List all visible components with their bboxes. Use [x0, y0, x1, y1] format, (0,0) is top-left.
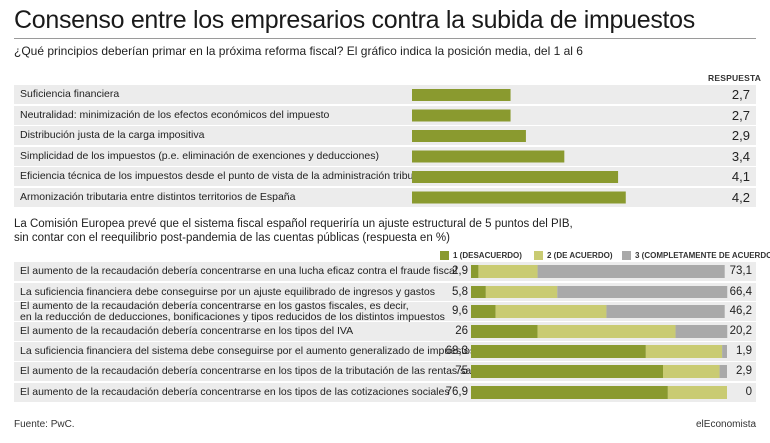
legend-label: 2 (DE ACUERDO) — [547, 251, 613, 260]
principle-label: Simplicidad de los impuestos (p.e. elimi… — [20, 149, 379, 162]
principle-value-label: 2,7 — [731, 107, 750, 123]
segment-value-label: 26 — [455, 325, 468, 337]
legend-swatch — [622, 251, 631, 260]
principle-label: Distribución justa de la carga impositiv… — [20, 129, 205, 141]
chart-title: Consenso entre los empresarios contra la… — [14, 6, 695, 34]
segment-value-label: 20,2 — [729, 325, 752, 337]
segment-value-label: 68,3 — [445, 345, 468, 357]
principle-value-label: 2,9 — [731, 128, 750, 143]
source-note: Fuente: PwC. — [14, 419, 75, 430]
segment-value-label: 73,1 — [729, 265, 752, 277]
legend-item: 1 (DESACUERDO) — [440, 251, 522, 260]
segment-value-label: 1,9 — [736, 345, 752, 357]
segment-value-label: 27,9 — [530, 286, 554, 298]
principle-row-background — [14, 85, 756, 104]
legend-item: 3 (COMPLETAMENTE DE ACUERDO) — [622, 251, 770, 260]
segment-value-label: 9,6 — [452, 305, 468, 317]
segment-value-label: 22,1 — [693, 365, 716, 377]
brand-logo-text: elEconomista — [696, 419, 757, 430]
legend-swatch — [534, 251, 543, 260]
segment-value-label: 29,8 — [695, 345, 719, 357]
principle-label: Armonización tributaria entre distintos … — [20, 190, 296, 203]
legend-label: 1 (DESACUERDO) — [453, 251, 522, 260]
statement-label: El aumento de la recaudación debería con… — [20, 265, 458, 277]
intro-text-line-1: La Comisión Europea prevé que el sistema… — [14, 218, 573, 230]
legend-swatch — [440, 251, 449, 260]
principle-label: Suficiencia financiera — [20, 88, 120, 100]
principle-value-label: 2,7 — [731, 87, 750, 102]
segment-value-label: 43,3 — [580, 305, 603, 317]
statement-label: La suficiencia financiera debe conseguir… — [20, 286, 436, 298]
segment-value-label: 2,9 — [452, 265, 468, 277]
intro-text-line-2: sin contar con el reequilibrio post-pand… — [14, 232, 450, 244]
segment-value-label: 23,1 — [511, 265, 534, 277]
principle-label: Eficiencia técnica de los impuestos desd… — [20, 170, 434, 182]
title-divider — [14, 38, 756, 39]
legend-item: 2 (DE ACUERDO) — [534, 251, 612, 260]
segment-value-label: 0 — [745, 386, 752, 398]
segment-value-label: 66,4 — [729, 286, 752, 298]
statement-label: El aumento de la recaudación debería con… — [20, 325, 354, 337]
principle-row-background — [14, 105, 756, 125]
segment-value-label: 2,9 — [736, 365, 752, 377]
statement-label: El aumento de la recaudación debería con… — [20, 300, 445, 323]
segment-value-label: 5,8 — [452, 286, 468, 298]
principle-value-label: 4,2 — [731, 189, 750, 205]
chart-subtitle: ¿Qué principios deberían primar en la pr… — [14, 44, 583, 58]
principle-row-background — [14, 126, 756, 145]
principle-value-label: 3,4 — [731, 148, 750, 164]
segment-value-label: 53,9 — [649, 325, 672, 337]
principle-row-background — [14, 146, 756, 166]
segment-value-label: 76,9 — [445, 386, 468, 398]
segment-value-label: 46,2 — [729, 305, 752, 317]
value-column-header: RESPUESTA — [708, 73, 762, 83]
segment-value-label: 75 — [455, 365, 468, 377]
principle-label: Neutralidad: minimización de los efectos… — [20, 108, 330, 121]
statement-label: La suficiencia financiera del sistema de… — [20, 345, 476, 357]
statement-label: El aumento de la recaudación debería con… — [20, 386, 450, 398]
legend-label: 3 (COMPLETAMENTE DE ACUERDO) — [635, 251, 770, 260]
principle-value-label: 4,1 — [731, 169, 750, 184]
